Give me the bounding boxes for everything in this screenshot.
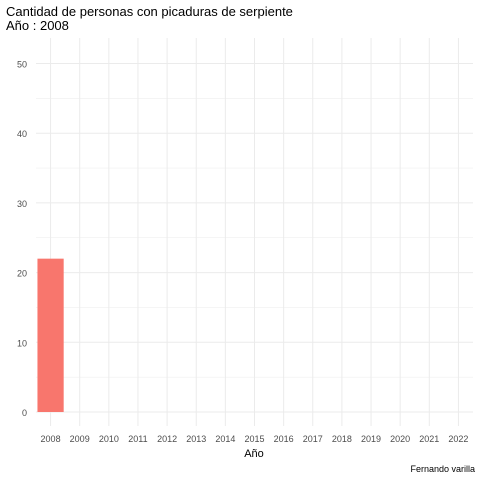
x-tick-label: 2008: [41, 434, 61, 444]
x-tick-label: 2011: [128, 434, 147, 444]
x-tick-label: 2014: [215, 434, 235, 444]
chart-title: Cantidad de personas con picaduras de se…: [6, 4, 293, 19]
y-tick-label: 30: [17, 199, 27, 209]
x-tick-label: 2010: [99, 434, 119, 444]
grid-layer: [36, 38, 473, 426]
x-tick-label: 2013: [186, 434, 206, 444]
x-tick-label: 2021: [419, 434, 439, 444]
bar-layer: [37, 258, 64, 412]
y-axis-ticks: 0 10 20 30 40 50: [17, 60, 27, 419]
x-axis-ticks: 2008 2009 2010 2011 2012 2013 2014 2015 2016 2017…: [41, 434, 469, 444]
x-tick-label: 2018: [332, 434, 352, 444]
x-tick-label: 2020: [390, 434, 410, 444]
y-tick-label: 10: [17, 338, 27, 348]
y-tick-label: 0: [22, 408, 27, 418]
x-tick-label: 2017: [303, 434, 323, 444]
x-tick-label: 2019: [361, 434, 381, 444]
x-tick-label: 2016: [274, 434, 294, 444]
chart-subtitle: Año : 2008: [6, 18, 69, 33]
y-tick-label: 20: [17, 269, 27, 279]
x-tick-label: 2022: [448, 434, 468, 444]
x-tick-label: 2012: [157, 434, 177, 444]
y-tick-label: 40: [17, 129, 27, 139]
bar-2008: [37, 258, 64, 412]
chart-caption: Fernando varilla: [410, 464, 475, 474]
x-tick-label: 2009: [70, 434, 90, 444]
x-axis-title: Año: [244, 448, 264, 460]
y-tick-label: 50: [17, 60, 27, 70]
x-tick-label: 2015: [244, 434, 264, 444]
